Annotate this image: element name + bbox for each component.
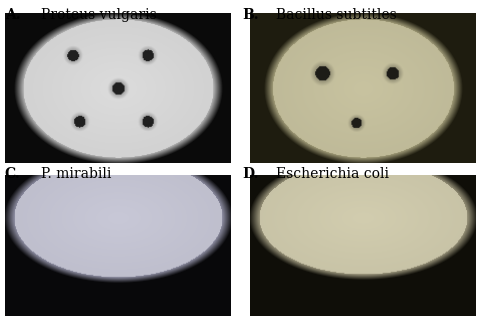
Text: Proteus vulgaris: Proteus vulgaris xyxy=(41,8,156,22)
Text: Escherichia coli: Escherichia coli xyxy=(276,167,389,182)
Text: P. mirabili: P. mirabili xyxy=(41,167,111,182)
Text: B.: B. xyxy=(242,8,259,22)
Text: A.: A. xyxy=(5,8,21,22)
Text: D.: D. xyxy=(242,167,259,182)
Text: Bacillus subtitles: Bacillus subtitles xyxy=(276,8,397,22)
Text: C.: C. xyxy=(5,167,21,182)
